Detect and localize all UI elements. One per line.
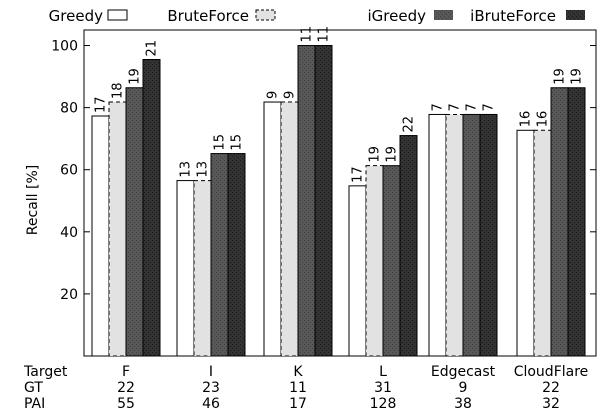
bar-igreedy-edgecast (462, 113, 481, 357)
bar-value-label: 9 (283, 91, 298, 99)
bar-value-label: 13 (196, 161, 211, 178)
table-cell: 128 (370, 396, 397, 412)
bar-greedy-f (91, 115, 110, 357)
bar-value-label: 7 (448, 103, 463, 111)
legend-item-ibruteforce: iBruteForce (470, 7, 585, 25)
y-axis: 20 40 60 80 100 (51, 39, 596, 303)
bar-value-label: 18 (111, 82, 126, 99)
bar-value-label: 15 (230, 134, 245, 151)
table-cell: 17 (289, 396, 307, 412)
bar-greedy-i (176, 180, 195, 357)
bar-value-label: 19 (385, 146, 400, 163)
table-cell: 23 (202, 380, 220, 396)
bar-ibruteforce-cloudflare (567, 87, 586, 357)
bar-value-label: 17 (94, 96, 109, 113)
bar-greedy-l (348, 185, 367, 357)
legend-item-bruteforce: BruteForce (167, 7, 276, 25)
table-cell: 9 (459, 380, 468, 396)
y-tick-label: 20 (60, 287, 78, 303)
legend-swatch (566, 10, 585, 20)
target-table: Target F I K L Edgecast CloudFlare GT 22 23 11 31 9 2… (23, 364, 588, 412)
bar-value-label: 21 (145, 40, 160, 57)
table-cell: F (122, 364, 130, 380)
bar-bruteforce-cloudflare (533, 129, 552, 357)
table-cell: 32 (542, 396, 560, 412)
legend-item-igreedy: iGreedy (368, 7, 453, 25)
bars (91, 45, 586, 357)
y-tick-label: 60 (60, 163, 78, 179)
bar-value-label: 22 (402, 116, 417, 133)
bar-bruteforce-f (108, 101, 127, 357)
table-cell: 22 (542, 380, 560, 396)
table-cell: Edgecast (431, 364, 496, 380)
bar-value-label: 19 (553, 68, 568, 85)
legend-swatch (434, 10, 453, 20)
bar-value-label: 17 (351, 166, 366, 183)
bar-value-label: 11 (300, 26, 315, 43)
legend: Greedy BruteForce iGreedy iBruteForce (49, 7, 585, 25)
bar-value-label: 13 (179, 161, 194, 178)
bar-igreedy-i (210, 153, 229, 357)
bar-value-label: 9 (266, 91, 281, 99)
plot-frame (83, 29, 597, 357)
bar-value-label: 19 (570, 68, 585, 85)
y-tick-label: 80 (60, 101, 78, 117)
bar-igreedy-f (125, 87, 144, 357)
bar-value-label: 19 (368, 146, 383, 163)
bar-bruteforce-l (365, 165, 384, 357)
bar-value-label: 11 (317, 26, 332, 43)
bar-igreedy-k (297, 45, 316, 357)
bar-greedy-k (263, 101, 282, 357)
bar-bruteforce-k (280, 101, 299, 357)
table-cell: I (209, 364, 213, 380)
bar-ibruteforce-f (142, 58, 161, 357)
table-cell: K (293, 364, 303, 380)
legend-swatch (107, 9, 128, 21)
bar-bruteforce-edgecast (445, 113, 464, 357)
bar-value-label: 19 (128, 68, 143, 85)
bar-greedy-edgecast (428, 113, 447, 357)
table-cell: CloudFlare (514, 364, 589, 380)
table-cell: 31 (374, 380, 392, 396)
bar-igreedy-cloudflare (550, 87, 569, 357)
legend-label: BruteForce (167, 7, 249, 25)
bar-ibruteforce-k (314, 45, 333, 357)
bar-greedy-cloudflare (516, 129, 535, 357)
table-row-label: Target (23, 364, 68, 380)
legend-label: Greedy (49, 7, 103, 25)
bar-value-label: 7 (431, 103, 446, 111)
bar-value-label: 15 (213, 134, 228, 151)
bar-igreedy-l (382, 165, 401, 357)
table-cell: 38 (454, 396, 472, 412)
y-tick-label: 100 (51, 39, 78, 55)
table-row-label: GT (24, 380, 43, 396)
bar-value-label: 7 (482, 103, 497, 111)
bar-ibruteforce-l (399, 135, 418, 357)
bar-ibruteforce-i (227, 153, 246, 357)
table-cell: 22 (117, 380, 135, 396)
table-cell: 55 (117, 396, 135, 412)
table-cell: 11 (289, 380, 307, 396)
legend-item-greedy: Greedy (49, 7, 128, 25)
bar-ibruteforce-edgecast (479, 113, 498, 357)
bar-value-label: 7 (465, 103, 480, 111)
y-axis-label: Recall [%] (25, 165, 41, 235)
legend-label: iBruteForce (470, 7, 556, 25)
bar-value-label: 16 (519, 111, 534, 128)
plot-border (83, 29, 597, 357)
table-row-label: PAI (24, 396, 45, 412)
legend-label: iGreedy (368, 7, 427, 25)
bar-value-label: 16 (536, 111, 551, 128)
table-cell: L (379, 364, 387, 380)
bar-bruteforce-i (193, 180, 212, 357)
table-cell: 46 (202, 396, 220, 412)
legend-swatch (255, 9, 276, 21)
y-tick-label: 40 (60, 225, 78, 241)
